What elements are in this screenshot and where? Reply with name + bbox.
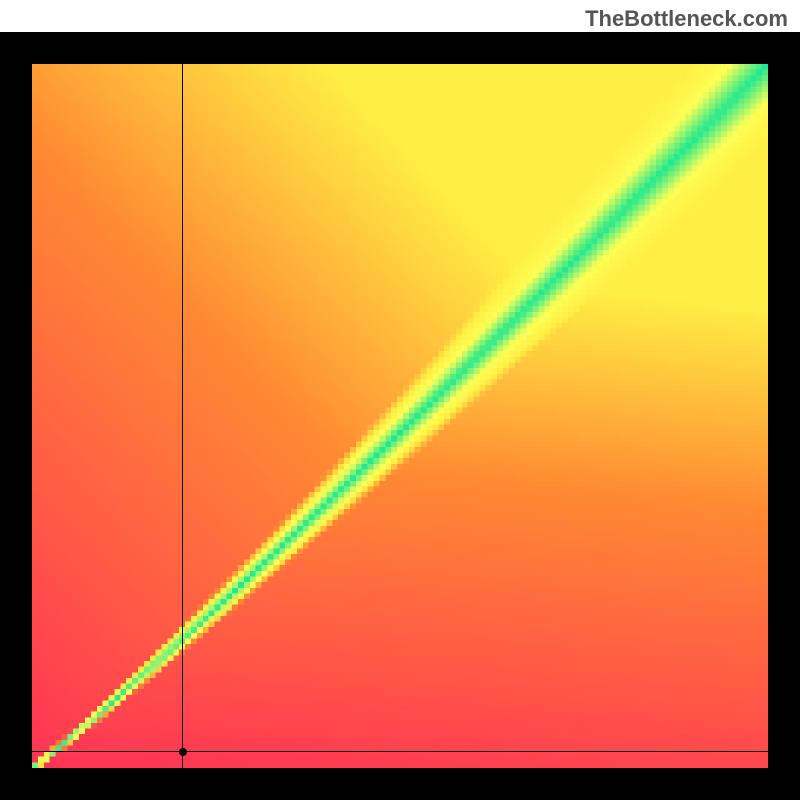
crosshair-horizontal — [32, 751, 768, 752]
heatmap-canvas — [32, 64, 768, 768]
crosshair-vertical — [182, 64, 183, 768]
attribution-text: TheBottleneck.com — [585, 6, 788, 32]
chart-container: TheBottleneck.com — [0, 0, 800, 800]
crosshair-dot — [179, 748, 187, 756]
